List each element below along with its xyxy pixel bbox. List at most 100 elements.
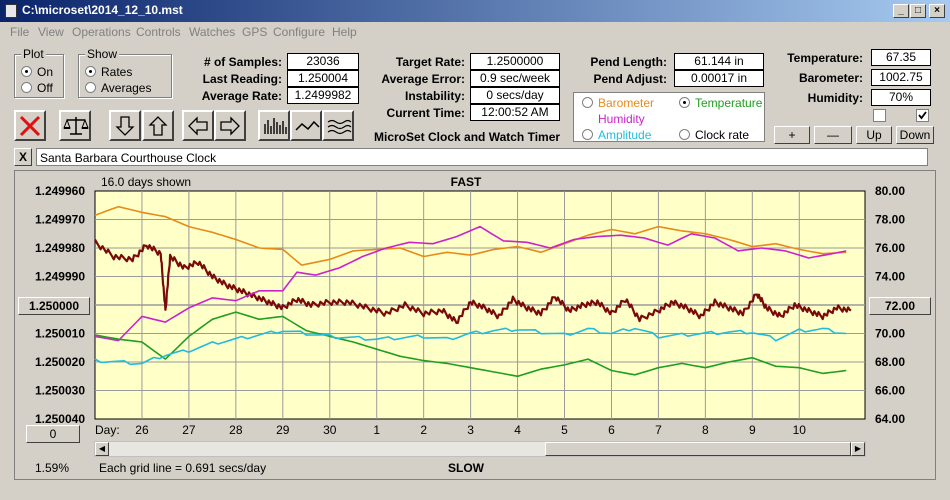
zero-button[interactable]: 0 — [26, 425, 80, 443]
sensor-humidity-radio[interactable]: Humidity — [582, 112, 645, 126]
day-tick-label: 1 — [373, 423, 380, 437]
scroll-right-button[interactable]: ▶ — [851, 442, 865, 456]
sensor-barometer-radio[interactable]: Barometer — [582, 96, 654, 110]
show-averages-radio[interactable]: Averages — [85, 81, 151, 95]
menu-configure[interactable]: Configure — [273, 25, 326, 39]
arrow-down-icon — [115, 116, 135, 136]
last-reading-label: Last Reading: — [202, 72, 282, 86]
target-rate-field[interactable]: 1.2500000 — [470, 53, 560, 70]
left-value-button[interactable]: 1.250000 — [18, 297, 90, 315]
day-tick-label: 2 — [420, 423, 427, 437]
show-averages-label: Averages — [101, 81, 152, 95]
day-tick-label: 9 — [749, 423, 756, 437]
right-tick-label: 66.00 — [875, 384, 905, 398]
scroll-left-button[interactable]: ◀ — [95, 442, 109, 456]
scroll-thumb[interactable] — [545, 442, 851, 456]
day-tick-label: 7 — [655, 423, 662, 437]
menu-gps[interactable]: GPS — [242, 25, 268, 39]
sensor-clock-rate-radio[interactable]: Clock rate — [679, 128, 749, 142]
menu-watches[interactable]: Watches — [189, 25, 236, 39]
balance-button[interactable] — [59, 110, 91, 141]
scale-down-button[interactable]: Down — [896, 126, 934, 144]
left-tick-label: 1.250010 — [35, 327, 85, 341]
humidity-label: Humidity: — [807, 91, 863, 105]
plot-group-label: Plot — [21, 47, 46, 61]
target-rate-label: Target Rate: — [395, 55, 465, 69]
histogram-button[interactable] — [258, 110, 290, 141]
right-value-button[interactable]: 72.00 — [869, 297, 931, 315]
pend-adjust-label: Pend Adjust: — [593, 72, 667, 86]
pend-adjust-field: 0.00017 in — [674, 70, 764, 87]
radio-dot — [679, 129, 690, 140]
samples-label: # of Samples: — [203, 55, 282, 69]
day-tick-label: 26 — [135, 423, 149, 437]
show-group: Show Rates Averages — [78, 47, 172, 98]
radio-dot — [21, 66, 32, 77]
plot-on-radio[interactable]: On — [21, 65, 53, 79]
sensor-amplitude-label: Amplitude — [598, 128, 652, 142]
sensor-select-box: Barometer Temperature Humidity Clock rat… — [573, 92, 765, 142]
arrow-right-button[interactable] — [214, 110, 246, 141]
menu-controls[interactable]: Controls — [136, 25, 181, 39]
scale-plus-button[interactable]: + — [774, 126, 810, 144]
last-reading-field: 1.250004 — [287, 70, 359, 87]
sensor-amplitude-radio[interactable]: Amplitude — [582, 128, 651, 142]
temperature-label: Temperature: — [787, 51, 863, 65]
sensor-temperature-radio[interactable]: Temperature — [679, 96, 762, 110]
show-rates-radio[interactable]: Rates — [85, 65, 132, 79]
days-shown-label: 16.0 days shown — [101, 175, 191, 189]
window-title: C:\microset\2014_12_10.mst — [22, 3, 183, 17]
chart-svg: 1.249960 80.00 1.249970 78.00 1.249980 76.00 1… — [35, 175, 905, 475]
multi-line-button[interactable] — [322, 110, 354, 141]
grid-note: Each grid line = 0.691 secs/day — [99, 461, 266, 475]
right-tick-label: 80.00 — [875, 184, 905, 198]
wave-icon — [295, 120, 320, 131]
menu-file[interactable]: File — [10, 25, 30, 39]
radio-dot — [582, 97, 593, 108]
clear-description-button[interactable]: X — [14, 148, 32, 166]
plot-off-label: Off — [37, 81, 53, 95]
x-icon — [19, 115, 41, 137]
grid — [95, 191, 865, 419]
histogram-icon — [264, 118, 287, 134]
sensor-humidity-label: Humidity — [598, 112, 645, 126]
close-window-button[interactable]: × — [929, 4, 945, 18]
title-bar: C:\microset\2014_12_10.mst _ □ × — [0, 0, 950, 22]
day-tick-label: 27 — [182, 423, 196, 437]
scale-minus-button[interactable]: — — [814, 126, 852, 144]
arrow-up-button[interactable] — [142, 110, 174, 141]
plot-off-radio[interactable]: Off — [21, 81, 53, 95]
horizontal-scrollbar[interactable]: ◀ ▶ — [94, 441, 866, 457]
stop-button[interactable] — [14, 110, 46, 141]
scale-up-button[interactable]: Up — [856, 126, 892, 144]
arrow-down-button[interactable] — [109, 110, 141, 141]
maximize-button[interactable]: □ — [910, 4, 926, 18]
menu-operations[interactable]: Operations — [72, 25, 131, 39]
pend-length-field[interactable]: 61.144 in — [674, 53, 764, 70]
right-tick-label: 70.00 — [875, 327, 905, 341]
temperature-field: 67.35 — [871, 49, 931, 66]
arrow-up-icon — [148, 116, 168, 136]
current-time-field: 12:00:52 AM — [470, 104, 560, 121]
menu-view[interactable]: View — [38, 25, 64, 39]
average-rate-field: 1.2499982 — [287, 87, 359, 104]
left-checkbox[interactable] — [873, 109, 886, 122]
app-caption: MicroSet Clock and Watch Timer — [374, 130, 561, 144]
minimize-button[interactable]: _ — [893, 4, 909, 18]
samples-field: 23036 — [287, 53, 359, 70]
description-input[interactable]: Santa Barbara Courthouse Clock — [36, 148, 928, 166]
chart-bottom-label: SLOW — [448, 461, 485, 475]
day-tick-label: 30 — [323, 423, 337, 437]
show-rates-label: Rates — [101, 65, 133, 79]
left-tick-label: 1.249990 — [35, 270, 85, 284]
right-tick-label: 64.00 — [875, 412, 905, 426]
average-error-label: Average Error: — [381, 72, 465, 86]
series-line-temperature — [94, 311, 847, 378]
right-checkbox[interactable] — [916, 109, 929, 122]
arrow-left-button[interactable] — [182, 110, 214, 141]
menu-help[interactable]: Help — [332, 25, 357, 39]
day-tick-label: 3 — [467, 423, 474, 437]
line-plot-button[interactable] — [290, 110, 322, 141]
average-rate-label: Average Rate: — [201, 89, 282, 103]
chart-top-label: FAST — [451, 175, 482, 189]
